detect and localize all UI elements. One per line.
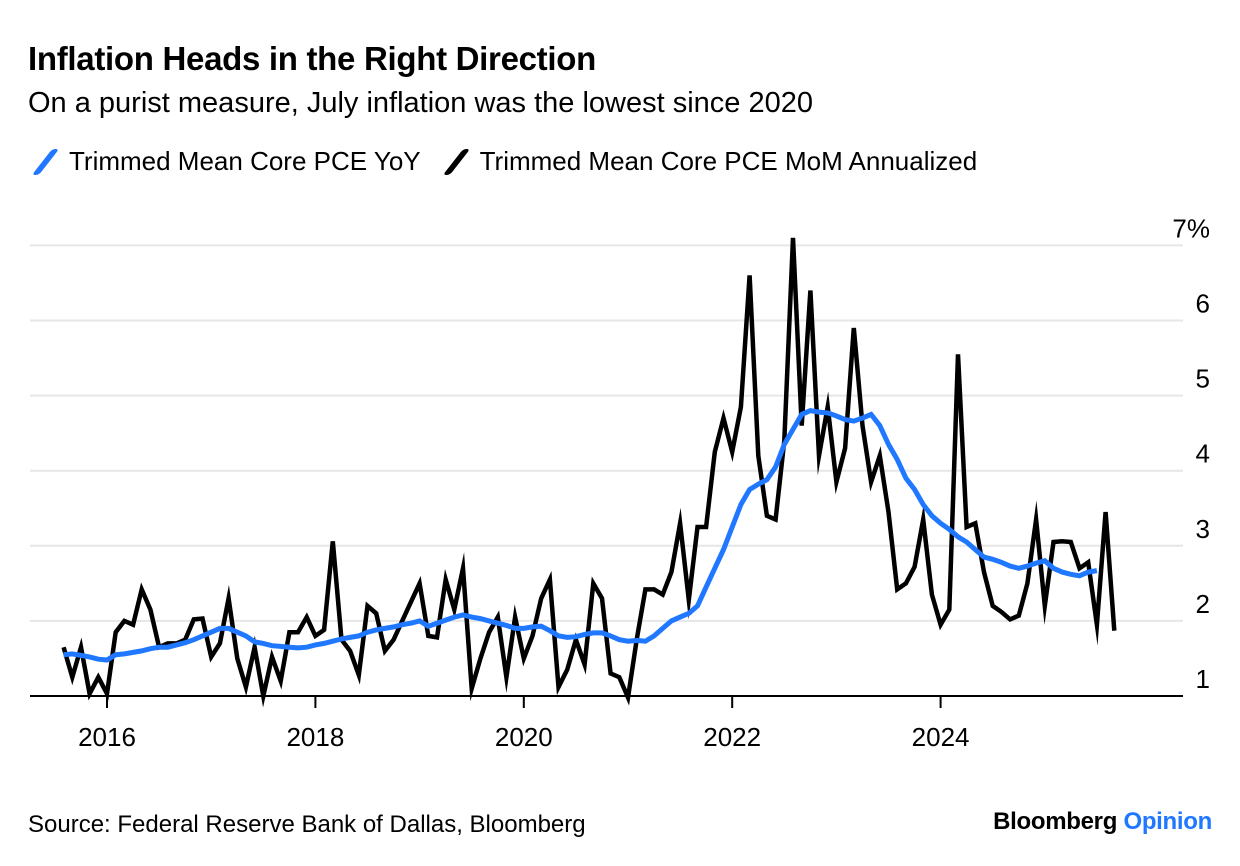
source-note: Source: Federal Reserve Bank of Dallas, … — [28, 811, 586, 838]
y-axis-labels: 1 2 3 4 5 6 7% — [1172, 213, 1210, 694]
series-lines — [61, 237, 1117, 708]
x-tick-label: 2016 — [78, 722, 136, 752]
y-tick-label: 5 — [1196, 364, 1210, 394]
series-yoy-line — [63, 408, 1098, 663]
brand-accent: Opinion — [1123, 808, 1212, 835]
chart-legend: Trimmed Mean Core PCE YoY Trimmed Mean C… — [28, 146, 995, 177]
x-tick-label: 2022 — [703, 722, 761, 752]
chart-title: Inflation Heads in the Right Direction — [28, 40, 596, 77]
x-tick-label: 2024 — [912, 722, 970, 752]
y-tick-label: 7% — [1172, 213, 1210, 243]
legend-item-mom: Trimmed Mean Core PCE MoM Annualized — [439, 146, 978, 177]
legend-item-yoy: Trimmed Mean Core PCE YoY — [28, 146, 421, 177]
y-tick-label: 1 — [1196, 664, 1210, 694]
legend-label-mom: Trimmed Mean Core PCE MoM Annualized — [479, 146, 978, 176]
brand-primary: Bloomberg — [993, 808, 1118, 835]
x-axis: 2016 2018 2020 2022 2024 — [30, 695, 1183, 752]
y-tick-label: 6 — [1196, 289, 1210, 319]
legend-label-yoy: Trimmed Mean Core PCE YoY — [69, 146, 421, 176]
line-chart: 2016 2018 2020 2022 2024 1 2 3 4 5 6 7% — [30, 213, 1210, 752]
brand-logo: Bloomberg Opinion — [993, 808, 1212, 836]
x-tick-label: 2018 — [286, 722, 344, 752]
x-tick-label: 2020 — [495, 722, 553, 752]
y-tick-label: 2 — [1196, 589, 1210, 619]
y-tick-label: 3 — [1196, 514, 1210, 544]
y-tick-label: 4 — [1196, 439, 1210, 469]
chart-subtitle: On a purist measure, July inflation was … — [28, 87, 814, 119]
series-mom-line — [61, 237, 1117, 708]
